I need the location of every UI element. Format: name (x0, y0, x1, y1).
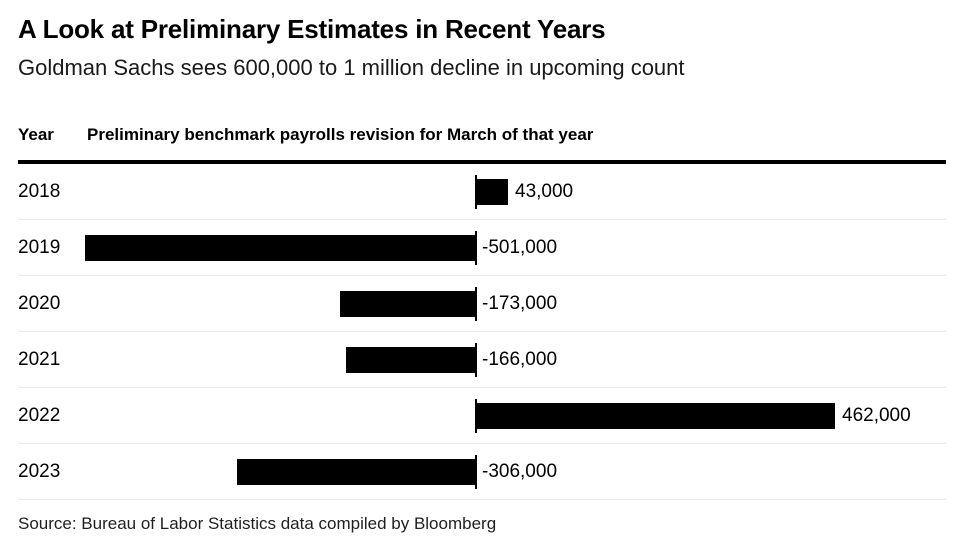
value-label-2020: -173,000 (482, 292, 558, 314)
year-label-2020: 2020 (18, 292, 61, 314)
chart-row-2021: 2021 -166,000 (18, 332, 946, 388)
bar-2019 (85, 235, 475, 261)
year-label-2021: 2021 (18, 348, 61, 370)
zero-axis-tick (475, 287, 477, 321)
bar-2021 (346, 347, 475, 373)
value-label-2022: 462,000 (842, 404, 911, 426)
year-column-header: Year (18, 125, 54, 144)
value-label-2019: -501,000 (482, 236, 558, 258)
chart-title: A Look at Preliminary Estimates in Recen… (18, 14, 606, 44)
year-label-2022: 2022 (18, 404, 61, 426)
value-label-2023: -306,000 (482, 460, 558, 482)
chart-page: A Look at Preliminary Estimates in Recen… (18, 14, 946, 533)
column-header-row: Year Preliminary benchmark payrolls revi… (18, 124, 946, 164)
chart-row-2023: 2023 -306,000 (18, 444, 946, 500)
chart-subtitle: Goldman Sachs sees 600,000 to 1 million … (18, 55, 685, 80)
value-label-2018: 43,000 (515, 180, 574, 202)
year-label-2023: 2023 (18, 460, 61, 482)
value-column-header: Preliminary benchmark payrolls revision … (87, 125, 594, 144)
source-note: Source: Bureau of Labor Statistics data … (18, 514, 497, 533)
chart-row-2019: 2019 -501,000 (18, 220, 946, 276)
bar-2020 (340, 291, 475, 317)
chart-row-2020: 2020 -173,000 (18, 276, 946, 332)
bar-chart: 2018 43,000 2019 -501,000 2020 -173,000 2021 -1… (18, 164, 946, 500)
chart-row-2018: 2018 43,000 (18, 164, 946, 220)
bar-2022 (475, 403, 835, 429)
bar-2018 (475, 179, 508, 205)
bar-2023 (237, 459, 475, 485)
zero-axis-tick (475, 343, 477, 377)
year-label-2019: 2019 (18, 236, 61, 258)
zero-axis-tick (475, 455, 477, 489)
zero-axis-tick (475, 231, 477, 265)
chart-row-2022: 2022 462,000 (18, 388, 946, 444)
value-label-2021: -166,000 (482, 348, 558, 370)
year-label-2018: 2018 (18, 180, 61, 202)
